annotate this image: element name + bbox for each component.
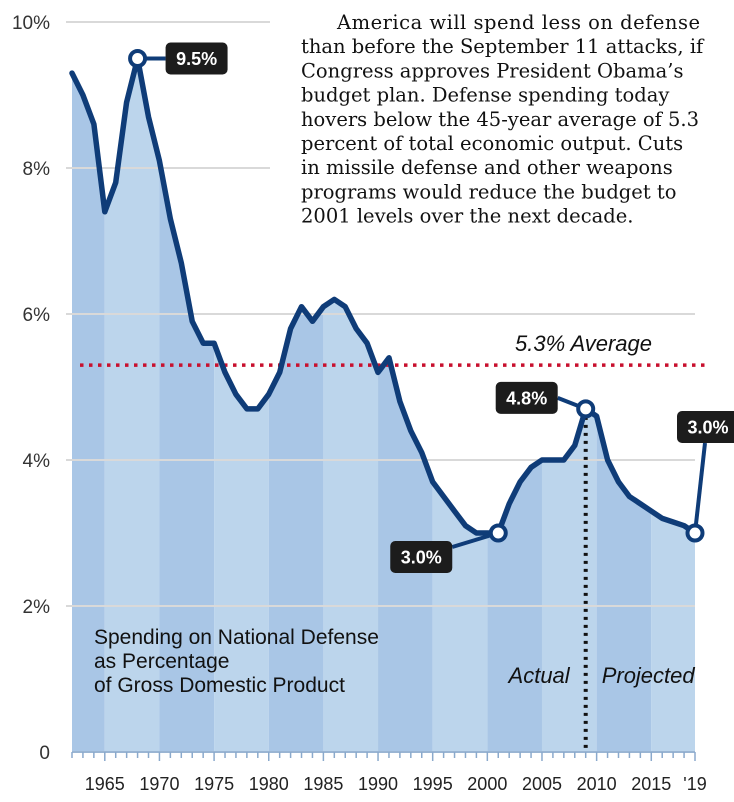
- callout-point: [488, 523, 508, 543]
- x-tick-label: 1995: [413, 774, 453, 794]
- callout-point: [685, 523, 705, 543]
- y-tick-label: 4%: [23, 451, 51, 472]
- x-tick-label: 1970: [139, 774, 179, 794]
- callout-label: 3.0%: [687, 418, 728, 438]
- callout-label: 3.0%: [401, 548, 442, 568]
- y-tick-label: 0: [39, 743, 50, 764]
- y-axis: 0 2% 4% 6% 8% 10%: [12, 13, 104, 764]
- y-tick-label: 6%: [23, 305, 51, 326]
- average-line-group: 5.3% Average: [80, 331, 706, 367]
- caption-line: Spending on National Defense: [94, 626, 379, 649]
- caption-line: as Percentage: [94, 650, 229, 673]
- x-tick-label: 2005: [522, 774, 562, 794]
- x-tick-label: 1990: [358, 774, 398, 794]
- caption-line: of Gross Domestic Product: [94, 674, 345, 697]
- x-tick-label: 2010: [577, 774, 617, 794]
- annotation-line: budget plan. Defense spending today: [301, 84, 669, 107]
- projected-label: Projected: [602, 663, 696, 688]
- x-tick-label: 1980: [249, 774, 289, 794]
- callout-leader: [693, 442, 707, 534]
- note-backdrop: [270, 8, 730, 270]
- x-tick-label: 1975: [194, 774, 234, 794]
- actual-label: Actual: [507, 663, 571, 688]
- annotation-line: programs would reduce the budget to: [301, 180, 676, 203]
- x-tick-label: '19: [683, 774, 706, 794]
- x-axis: 1965 1970 1975 1980 1985 1990 1995 2000 2005 2010…: [71, 751, 707, 794]
- callout-point: [128, 49, 148, 68]
- callout-box: [165, 42, 228, 75]
- callout-label: 9.5%: [176, 49, 217, 69]
- area-mask: [270, 8, 734, 308]
- x-tick-label: 2015: [631, 774, 671, 794]
- annotation-line: America will spend less on defense: [336, 11, 700, 34]
- x-tick-label: 1965: [85, 774, 125, 794]
- x-tick-label: 1985: [303, 774, 343, 794]
- callout-box: [677, 411, 734, 443]
- callout-box: [495, 381, 558, 414]
- x-tick-label: 2000: [467, 774, 507, 794]
- annotation-line: Congress approves President Obama’s: [301, 59, 683, 82]
- y-tick-label: 10%: [12, 13, 50, 34]
- actual-projected-divider: Actual Projected: [507, 408, 696, 752]
- annotation-line: percent of total economic output. Cuts: [301, 132, 683, 155]
- callout-point: [576, 399, 596, 419]
- annotation-line: 2001 levels over the next decade.: [301, 205, 633, 228]
- callout-box: [390, 541, 453, 573]
- y-tick-label: 8%: [23, 159, 51, 180]
- average-label: 5.3% Average: [515, 331, 652, 356]
- annotation-line: hovers below the 45-year average of 5.3: [301, 108, 699, 131]
- y-tick-label: 2%: [23, 597, 51, 618]
- note-backdrop: [395, 268, 734, 308]
- annotation-line: in missile defense and other weapons: [301, 156, 673, 179]
- callouts: 9.5% 3.0% 4.8% 3.0%: [128, 42, 734, 573]
- callout-label: 4.8%: [506, 388, 547, 408]
- annotation-line: than before the September 11 attacks, if: [301, 35, 705, 58]
